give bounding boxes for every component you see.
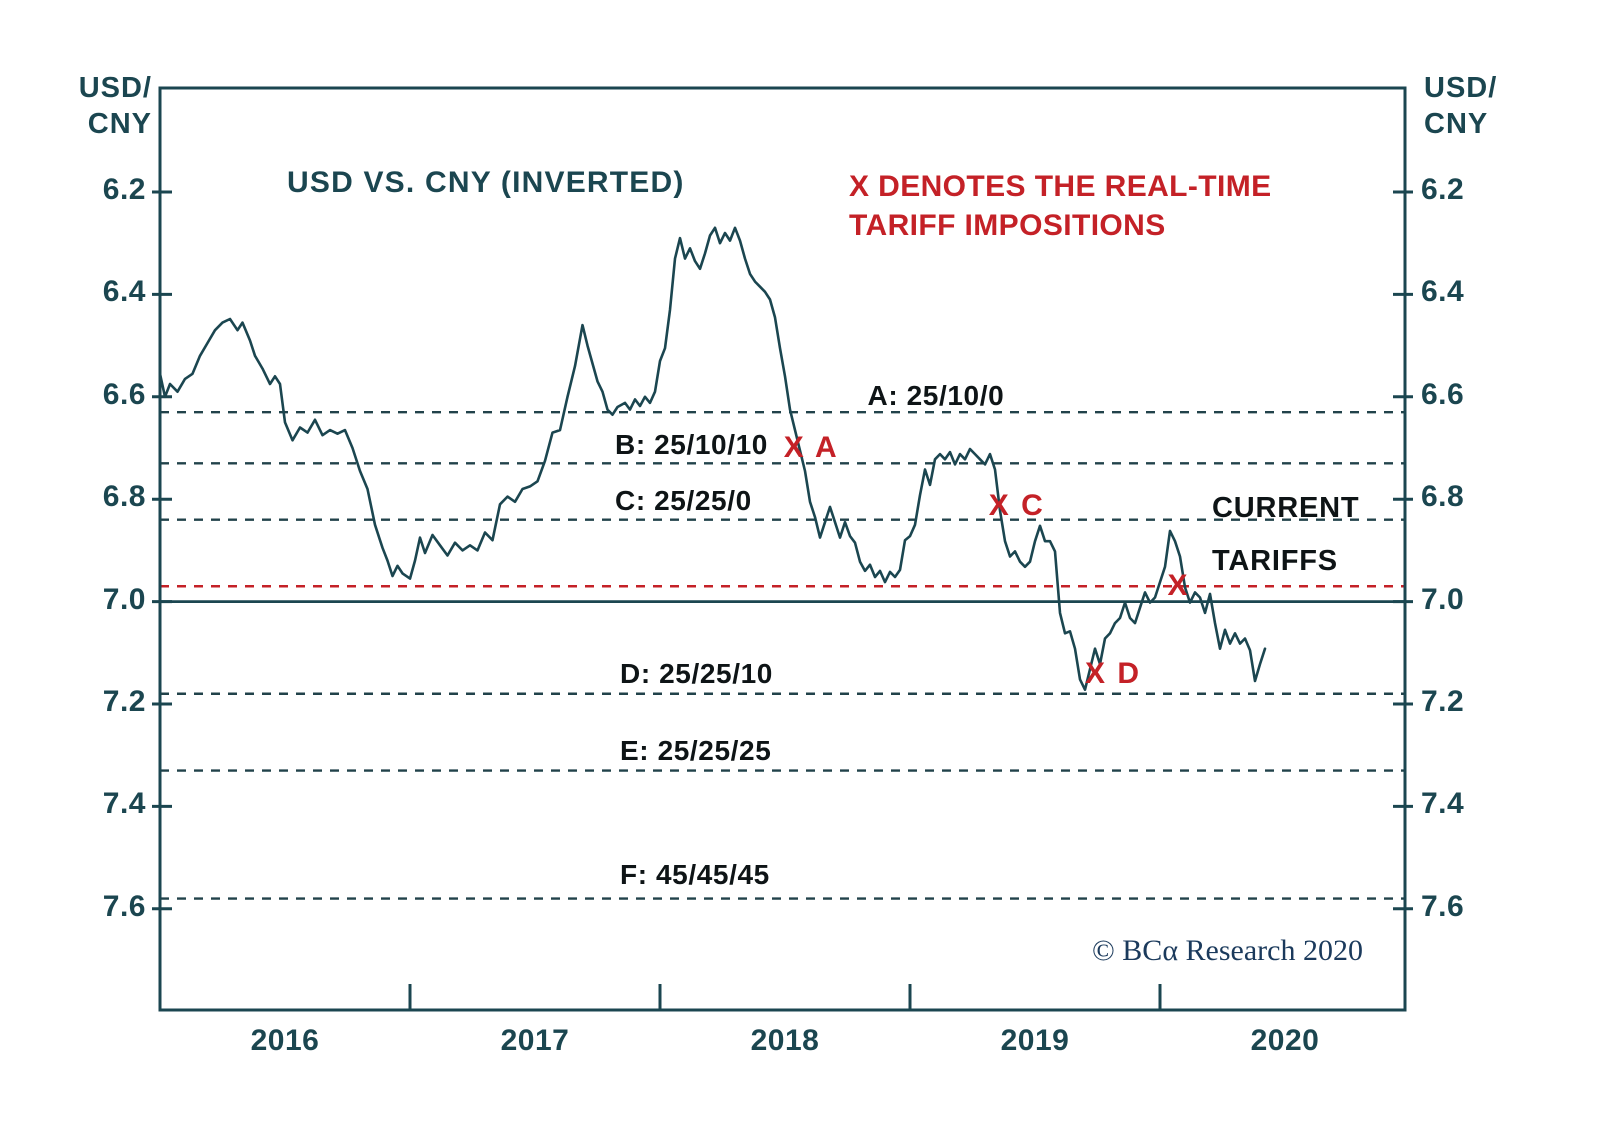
y-axis-unit-left-line2: CNY [87, 108, 152, 140]
y-axis-unit-right-line1: USD/ [1424, 72, 1498, 104]
y-axis-unit-left: USD/ CNY [60, 70, 152, 142]
y-axis-unit-left-line1: USD/ [78, 72, 152, 104]
chart-title: USD VS. CNY (INVERTED) [287, 166, 685, 199]
usdcny-series-line [158, 226, 1267, 692]
y-axis-unit-right: USD/ CNY [1424, 70, 1516, 142]
plot-frame [158, 86, 1407, 1012]
current-tariffs-label: CURRENT TARIFFS [1212, 482, 1359, 588]
current-tariffs-label-line2: TARIFFS [1212, 545, 1338, 577]
current-tariffs-label-line1: CURRENT [1212, 492, 1360, 524]
copyright: © BCα Research 2020 [1092, 934, 1363, 967]
tariff-annotation-line2: TARIFF IMPOSITIONS [849, 209, 1166, 242]
tariff-annotation: X DENOTES THE REAL-TIME TARIFF IMPOSITIO… [849, 167, 1272, 245]
y-axis-unit-right-line2: CNY [1424, 108, 1489, 140]
tariff-annotation-line1: X DENOTES THE REAL-TIME [849, 170, 1272, 203]
